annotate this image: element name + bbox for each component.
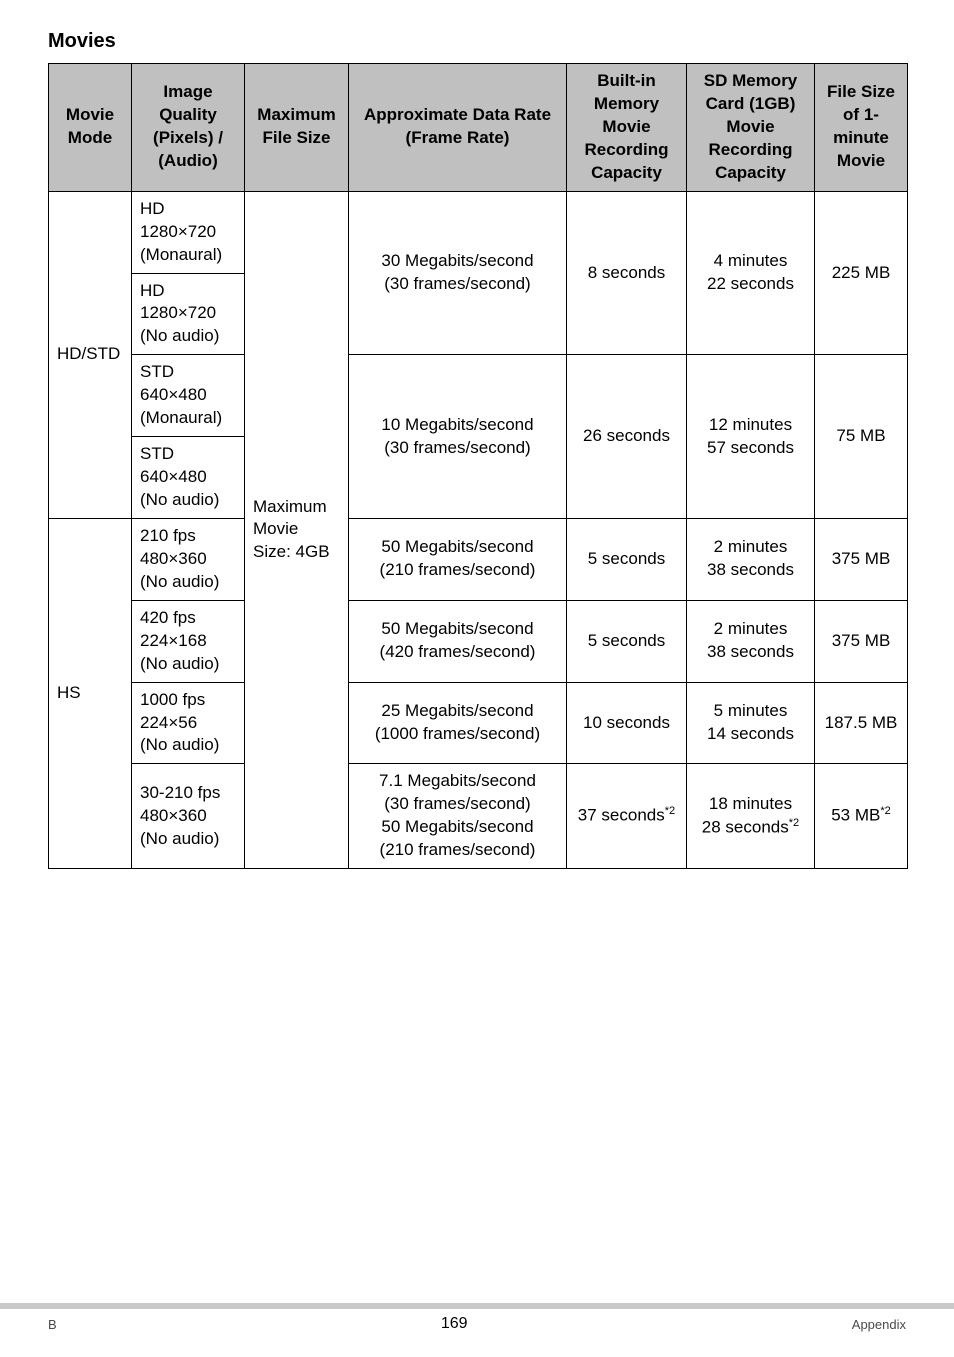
quality-cell: STD 640×480 (No audio) bbox=[132, 437, 245, 519]
fsize-cell: 187.5 MB bbox=[815, 682, 908, 764]
quality-cell: HD 1280×720 (Monaural) bbox=[132, 191, 245, 273]
page-number: 169 bbox=[441, 1315, 468, 1333]
quality-cell: HD 1280×720 (No audio) bbox=[132, 273, 245, 355]
rate-cell: 30 Megabits/second (30 frames/second) bbox=[349, 191, 567, 355]
sd-cell: 4 minutes 22 seconds bbox=[687, 191, 815, 355]
footer-right: Appendix bbox=[852, 1317, 906, 1332]
table-row: STD 640×480 (Monaural) 10 Megabits/secon… bbox=[49, 355, 908, 437]
mode-cell: HD/STD bbox=[49, 191, 132, 518]
movies-table: Movie Mode Image Quality (Pixels) / (Aud… bbox=[48, 63, 908, 869]
sd-cell: 5 minutes 14 seconds bbox=[687, 682, 815, 764]
sd-cell: 2 minutes 38 seconds bbox=[687, 518, 815, 600]
rate-cell: 25 Megabits/second (1000 frames/second) bbox=[349, 682, 567, 764]
col-image-quality: Image Quality (Pixels) / (Audio) bbox=[132, 64, 245, 192]
builtin-cell: 10 seconds bbox=[567, 682, 687, 764]
mode-cell: HS bbox=[49, 518, 132, 868]
table-row: HD/STD HD 1280×720 (Monaural) Maximum Mo… bbox=[49, 191, 908, 273]
builtin-cell: 5 seconds bbox=[567, 600, 687, 682]
table-row: HS 210 fps 480×360 (No audio) 50 Megabit… bbox=[49, 518, 908, 600]
rate-cell: 50 Megabits/second (210 frames/second) bbox=[349, 518, 567, 600]
page-footer: B 169 Appendix bbox=[0, 1303, 954, 1333]
col-sd-capacity: SD Memory Card (1GB) Movie Recording Cap… bbox=[687, 64, 815, 192]
fsize-cell: 225 MB bbox=[815, 191, 908, 355]
rate-cell: 10 Megabits/second (30 frames/second) bbox=[349, 355, 567, 519]
builtin-cell: 8 seconds bbox=[567, 191, 687, 355]
table-row: 30-210 fps 480×360 (No audio) 7.1 Megabi… bbox=[49, 764, 908, 869]
footer-left: B bbox=[48, 1317, 57, 1332]
builtin-cell: 5 seconds bbox=[567, 518, 687, 600]
table-row: 1000 fps 224×56 (No audio) 25 Megabits/s… bbox=[49, 682, 908, 764]
table-row: 420 fps 224×168 (No audio) 50 Megabits/s… bbox=[49, 600, 908, 682]
table-header-row: Movie Mode Image Quality (Pixels) / (Aud… bbox=[49, 64, 908, 192]
fsize-cell: 375 MB bbox=[815, 518, 908, 600]
col-approx-data-rate: Approximate Data Rate (Frame Rate) bbox=[349, 64, 567, 192]
rate-cell: 50 Megabits/second (420 frames/second) bbox=[349, 600, 567, 682]
quality-cell: 420 fps 224×168 (No audio) bbox=[132, 600, 245, 682]
quality-cell: STD 640×480 (Monaural) bbox=[132, 355, 245, 437]
col-movie-mode: Movie Mode bbox=[49, 64, 132, 192]
quality-cell: 210 fps 480×360 (No audio) bbox=[132, 518, 245, 600]
max-file-size-cell: Maximum Movie Size: 4GB bbox=[245, 191, 349, 868]
col-max-file-size: Maximum File Size bbox=[245, 64, 349, 192]
builtin-cell: 37 seconds*2 bbox=[567, 764, 687, 869]
fsize-cell: 375 MB bbox=[815, 600, 908, 682]
col-file-size-1min: File Size of 1-minute Movie bbox=[815, 64, 908, 192]
builtin-cell: 26 seconds bbox=[567, 355, 687, 519]
sd-cell: 2 minutes 38 seconds bbox=[687, 600, 815, 682]
quality-cell: 1000 fps 224×56 (No audio) bbox=[132, 682, 245, 764]
fsize-cell: 53 MB*2 bbox=[815, 764, 908, 869]
fsize-cell: 75 MB bbox=[815, 355, 908, 519]
sd-cell: 12 minutes 57 seconds bbox=[687, 355, 815, 519]
sd-cell: 18 minutes 28 seconds*2 bbox=[687, 764, 815, 869]
section-title: Movies bbox=[48, 30, 906, 53]
rate-cell: 7.1 Megabits/second (30 frames/second) 5… bbox=[349, 764, 567, 869]
col-builtin-capacity: Built-in Memory Movie Recording Capacity bbox=[567, 64, 687, 192]
quality-cell: 30-210 fps 480×360 (No audio) bbox=[132, 764, 245, 869]
